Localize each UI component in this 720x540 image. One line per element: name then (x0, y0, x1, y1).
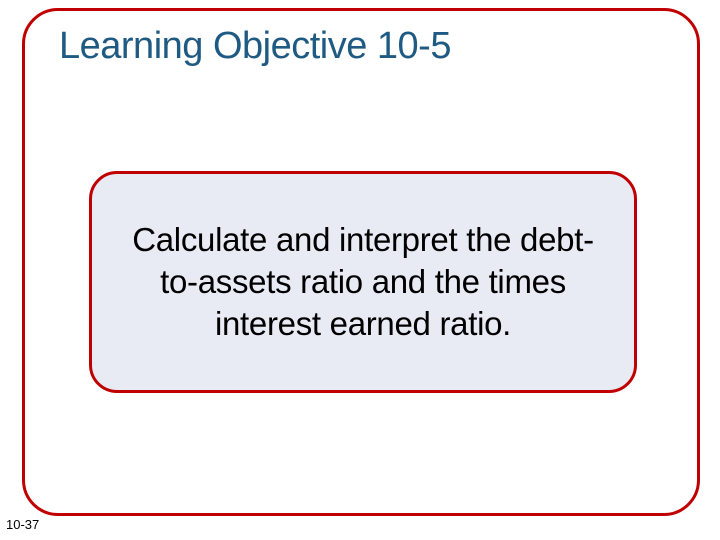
objective-text: Calculate and interpret the debt-to-asse… (118, 219, 608, 345)
page-number: 10-37 (6, 517, 39, 532)
slide-title: Learning Objective 10-5 (59, 25, 451, 68)
outer-card: Learning Objective 10-5 Calculate and in… (22, 8, 700, 516)
inner-card: Calculate and interpret the debt-to-asse… (89, 171, 637, 393)
